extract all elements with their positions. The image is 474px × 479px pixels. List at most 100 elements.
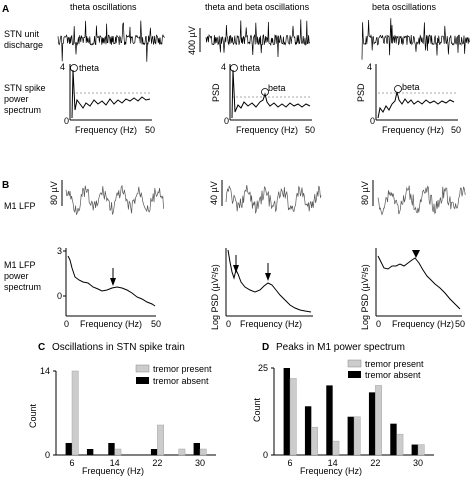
m1-spectrum-label-1: M1 LFP xyxy=(4,260,36,270)
chart-c-bar-absent xyxy=(86,449,94,455)
chart-c-bar-present xyxy=(157,424,164,456)
chart-c: 0 14 6 14 22 30 xyxy=(40,366,216,468)
beta-peak-marker-3 xyxy=(394,85,402,93)
m1-spectrum-label-3: spectrum xyxy=(4,282,41,292)
chart-c-bar-absent xyxy=(65,443,72,455)
legend-d-present-swatch xyxy=(347,359,362,368)
chart-d-xtick-label: 14 xyxy=(328,458,338,468)
legend-d-present: tremor present xyxy=(365,359,424,369)
col-title-beta: beta oscillations xyxy=(372,2,437,12)
legend-d-absent: tremor absent xyxy=(365,370,421,380)
psd1-peak-theta: theta xyxy=(79,63,99,73)
legend-c-absent-swatch xyxy=(136,377,149,384)
chart-d-ytick-label: 25 xyxy=(258,363,268,373)
psd3-xlabel: Frequency (Hz) xyxy=(382,125,444,135)
panel-b-letter: B xyxy=(2,180,9,191)
panel-d-title: Peaks in M1 power spectrum xyxy=(276,342,405,353)
col-title-theta: theta oscillations xyxy=(70,2,137,12)
stn-psd-plot-1: 4 0 Frequency (Hz) 50 theta xyxy=(60,62,155,135)
stn-unit-traces xyxy=(57,18,470,62)
chart-d-bar-absent xyxy=(390,423,397,455)
beta-peak-marker-2 xyxy=(261,88,269,96)
chart-c-xtick-label: 14 xyxy=(110,458,120,468)
m1psd3-xtick-50: 50 xyxy=(455,319,465,329)
m1psd2-xtick-0: 0 xyxy=(226,319,231,329)
m1psd1-arrow xyxy=(110,278,116,286)
psd2-peak-beta: beta xyxy=(268,83,286,93)
m1psd3-arrow xyxy=(412,250,420,258)
m1-spectrum-label-2: power xyxy=(4,271,29,281)
psd1-ytick-zero: 0 xyxy=(64,116,69,126)
psd1-xlabel: Frequency (Hz) xyxy=(75,125,137,135)
chart-d-bar-present xyxy=(311,426,318,456)
chart-d-xtick-label: 22 xyxy=(370,458,380,468)
m1psd2-arrow-beta xyxy=(265,273,271,281)
psd2-ylabel: PSD xyxy=(211,83,221,102)
m1-lfp-trace-3 xyxy=(377,185,466,216)
chart-c-bar-present xyxy=(178,448,186,456)
stn-unit-label-2: discharge xyxy=(4,40,43,50)
legend-c-absent: tremor absent xyxy=(153,376,209,386)
chart-c-bar-absent xyxy=(150,449,158,455)
scale-bar-400uv-label: 400 µV xyxy=(187,26,197,55)
m1-psd-plot-2: Log PSD (µV²/s) 0 Frequency (Hz) xyxy=(210,248,313,330)
m1psd3-ylabel: Log PSD (µV²/s) xyxy=(360,264,370,330)
m1psd1-ytick-0: 0 xyxy=(57,291,62,301)
chart-c-xtick-label: 6 xyxy=(69,458,74,468)
psd3-xtick-50: 50 xyxy=(451,125,461,135)
stn-unit-label-1: STN unit xyxy=(4,29,40,39)
col-title-theta-beta: theta and beta oscillations xyxy=(205,2,310,12)
m1-lfp-trace-2 xyxy=(225,185,322,214)
chart-d-bar-absent xyxy=(304,406,312,455)
scale-bar-2-label: 40 µV xyxy=(209,181,219,205)
chart-d-bar-absent xyxy=(283,368,290,455)
legend-d-absent-swatch xyxy=(348,371,361,378)
stn-spectrum-label-1: STN spike xyxy=(4,83,46,93)
psd3-peak-beta: beta xyxy=(402,82,420,92)
chart-d-bar-absent xyxy=(368,392,376,455)
psd1-ytick-top: 4 xyxy=(60,62,65,72)
stn-unit-trace-2 xyxy=(205,19,311,58)
psd2-xlabel: Frequency (Hz) xyxy=(236,125,298,135)
m1psd1-ytick-3: 3 xyxy=(57,246,62,256)
chart-d-bar-absent xyxy=(326,385,333,455)
m1psd1-xtick-50: 50 xyxy=(151,319,161,329)
stn-unit-trace-3 xyxy=(361,18,470,60)
psd2-ytick-zero: 0 xyxy=(224,116,229,126)
psd3-ytick-zero: 0 xyxy=(370,116,375,126)
chart-d-bar-present xyxy=(289,378,297,456)
psd1-xtick-50: 50 xyxy=(145,125,155,135)
psd2-ytick-top: 4 xyxy=(221,62,226,72)
theta-peak-marker-1 xyxy=(70,64,78,72)
chart-d-bar-present xyxy=(332,440,340,456)
chart-c-ytick-label: 14 xyxy=(40,366,50,376)
chart-c-xtick-label: 30 xyxy=(195,458,205,468)
chart-d-bar-absent xyxy=(347,416,354,455)
chart-d-ytick-label: 0 xyxy=(263,450,268,460)
chart-c-ylabel: Count xyxy=(28,403,38,428)
panel-a-letter: A xyxy=(2,4,9,15)
chart-d-bar-present xyxy=(417,444,425,456)
chart-d-ylabel: Count xyxy=(252,397,262,422)
chart-c-bar-present xyxy=(71,370,79,456)
chart-d-bar-present xyxy=(375,385,382,456)
m1-psd-plot-3: Log PSD (µV²/s) 0 Frequency (Hz) 50 xyxy=(360,248,465,330)
panel-c-letter: C xyxy=(38,342,45,353)
m1psd1-xtick-0: 0 xyxy=(64,319,69,329)
chart-c-xtick-label: 22 xyxy=(152,458,162,468)
m1psd1-xlabel: Frequency (Hz) xyxy=(80,319,142,329)
stn-spectrum-label-2: power xyxy=(4,94,29,104)
scale-bar-1-label: 80 µV xyxy=(49,181,59,205)
panel-d-letter: D xyxy=(262,342,269,353)
legend-c-present-swatch xyxy=(135,364,150,373)
psd3-ylabel: PSD xyxy=(356,83,366,102)
m1-lfp-trace-1 xyxy=(65,184,164,216)
panel-c-title: Oscillations in STN spike train xyxy=(52,342,185,353)
chart-d-xtick-label: 30 xyxy=(413,458,423,468)
chart-d-xlabel: Frequency (Hz) xyxy=(300,466,362,476)
stn-spectrum-label-3: spectrum xyxy=(4,105,41,115)
m1psd2-ylabel: Log PSD (µV²/s) xyxy=(210,264,220,330)
chart-c-xlabel: Frequency (Hz) xyxy=(82,466,144,476)
m1psd3-xtick-0: 0 xyxy=(376,319,381,329)
